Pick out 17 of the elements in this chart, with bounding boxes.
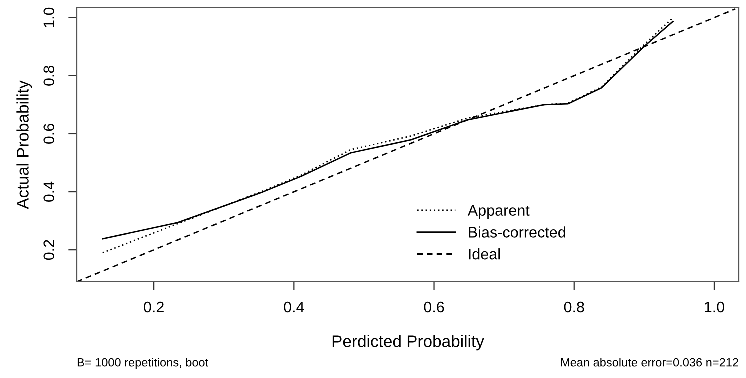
y-tick-label: 1.0 — [44, 8, 55, 28]
x-axis-title: Perdicted Probability — [332, 335, 484, 351]
y-tick-label: 0.8 — [44, 66, 55, 86]
legend-label: Ideal — [469, 248, 500, 260]
x-tick-label: 1.0 — [705, 302, 725, 313]
x-tick-label: 0.4 — [284, 302, 304, 313]
legend-label: Bias-corrected — [469, 226, 566, 238]
x-tick-label: 0.8 — [564, 302, 584, 313]
x-tick-label: 0.6 — [424, 302, 444, 313]
y-tick-label: 0.2 — [44, 240, 55, 260]
legend-label: Apparent — [468, 205, 530, 220]
text: Mean absolute error=0.036 n=212 — [561, 358, 738, 367]
y-tick-label: 0.4 — [44, 182, 55, 202]
text: B= 1000 repetitions, boot — [78, 358, 209, 370]
x-tick-label: 0.2 — [144, 302, 164, 313]
y-tick-label: 0.6 — [44, 124, 55, 144]
y-axis-title: Actual Probability — [16, 80, 32, 210]
